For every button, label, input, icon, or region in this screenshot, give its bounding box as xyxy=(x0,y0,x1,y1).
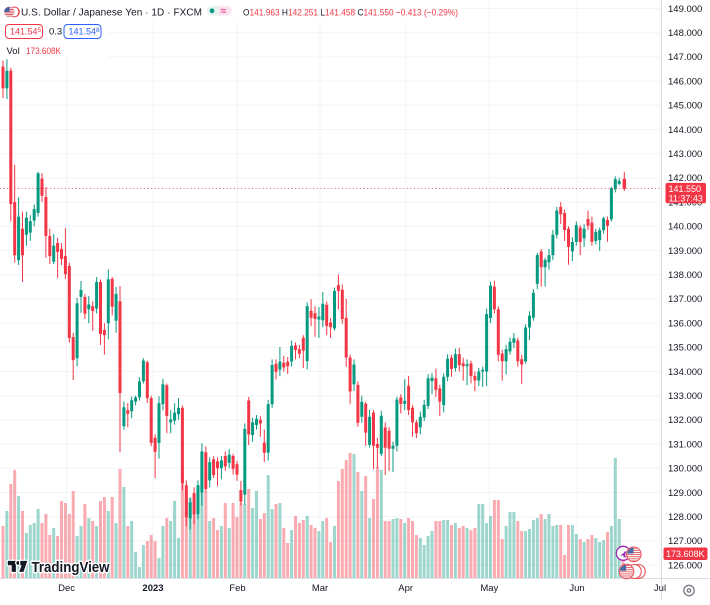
svg-text:11:37:43: 11:37:43 xyxy=(669,194,703,204)
svg-text:148.000: 148.000 xyxy=(668,28,702,39)
svg-text:173.608K: 173.608K xyxy=(26,46,62,57)
svg-text:U.S. Dollar / Japanese Yen · 1: U.S. Dollar / Japanese Yen · 1D · FXCM xyxy=(21,7,202,18)
svg-text:136.000: 136.000 xyxy=(668,318,702,329)
svg-text:Dec: Dec xyxy=(58,583,75,594)
svg-text:149.000: 149.000 xyxy=(668,4,702,15)
svg-text:128.000: 128.000 xyxy=(668,512,702,523)
svg-text:O141.963 H142.251 L141.458 C14: O141.963 H142.251 L141.458 C141.550 −0.4… xyxy=(243,7,458,18)
svg-text:147.000: 147.000 xyxy=(668,52,702,63)
svg-text:143.000: 143.000 xyxy=(668,149,702,160)
svg-text:144.000: 144.000 xyxy=(668,125,702,136)
svg-text:2023: 2023 xyxy=(142,583,163,594)
svg-text:Jun: Jun xyxy=(569,583,584,594)
svg-text:Vol: Vol xyxy=(7,46,20,57)
svg-text:146.000: 146.000 xyxy=(668,76,702,87)
svg-text:141.545: 141.545 xyxy=(10,27,42,37)
svg-text:145.000: 145.000 xyxy=(668,101,702,112)
svg-text:139.000: 139.000 xyxy=(668,246,702,257)
svg-text:Jul: Jul xyxy=(654,583,666,594)
svg-text:138.000: 138.000 xyxy=(668,270,702,281)
svg-text:TradingView: TradingView xyxy=(32,559,110,576)
svg-text:142.000: 142.000 xyxy=(668,173,702,184)
svg-text:127.000: 127.000 xyxy=(668,536,702,547)
svg-text:0.3: 0.3 xyxy=(49,27,62,38)
svg-text:140.000: 140.000 xyxy=(668,222,702,233)
svg-text:135.000: 135.000 xyxy=(668,343,702,354)
svg-text:131.000: 131.000 xyxy=(668,439,702,450)
svg-text:141.548: 141.548 xyxy=(69,27,101,37)
svg-text:May: May xyxy=(480,583,498,594)
svg-text:Feb: Feb xyxy=(229,583,245,594)
svg-text:Apr: Apr xyxy=(398,583,413,594)
svg-text:173.608K: 173.608K xyxy=(666,549,705,559)
svg-text:129.000: 129.000 xyxy=(668,488,702,499)
svg-text:133.000: 133.000 xyxy=(668,391,702,402)
svg-text:134.000: 134.000 xyxy=(668,367,702,378)
svg-text:141.550: 141.550 xyxy=(669,184,702,194)
svg-text:≈: ≈ xyxy=(220,6,226,18)
svg-text:Mar: Mar xyxy=(312,583,328,594)
svg-text:130.000: 130.000 xyxy=(668,464,702,475)
svg-text:137.000: 137.000 xyxy=(668,294,702,305)
svg-text:132.000: 132.000 xyxy=(668,415,702,426)
svg-text:126.000: 126.000 xyxy=(668,560,702,571)
